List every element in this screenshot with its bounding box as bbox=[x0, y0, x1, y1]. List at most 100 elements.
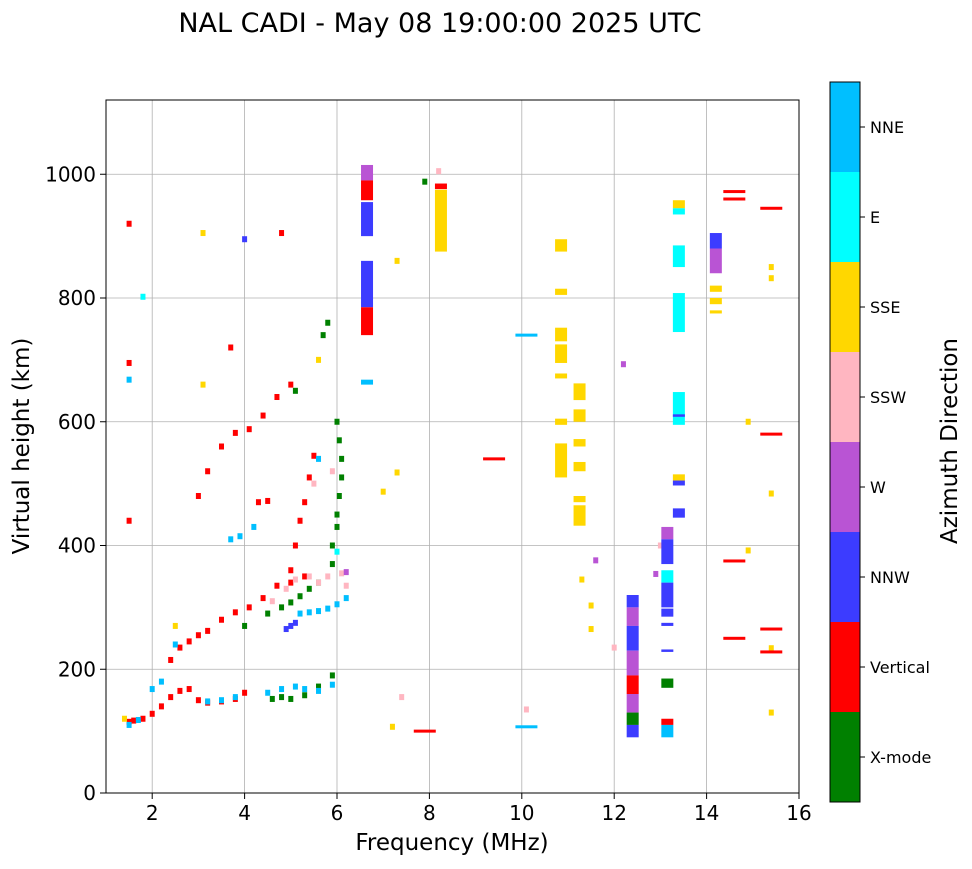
data-point-nne bbox=[126, 376, 132, 383]
data-point-x-mode bbox=[422, 178, 428, 185]
column-segment-w bbox=[626, 650, 639, 676]
data-point-vertical bbox=[255, 499, 261, 506]
column-segment-sse bbox=[555, 443, 568, 478]
dash-vertical bbox=[723, 559, 746, 563]
data-point-sse bbox=[768, 709, 774, 716]
data-point-nne bbox=[172, 641, 178, 648]
data-point-x-mode bbox=[329, 672, 335, 679]
data-point-x-mode bbox=[297, 593, 303, 600]
data-point-x-mode bbox=[242, 622, 248, 629]
x-tick-label: 4 bbox=[238, 801, 251, 825]
colorbar-frame bbox=[829, 81, 861, 803]
data-point-sse bbox=[768, 490, 774, 497]
dash-nne bbox=[515, 725, 538, 729]
data-point-w bbox=[620, 361, 626, 368]
data-point-vertical bbox=[288, 381, 294, 388]
data-point-vertical bbox=[246, 426, 252, 433]
x-axis-label: Frequency (MHz) bbox=[355, 830, 548, 856]
data-point-vertical bbox=[297, 517, 303, 524]
x-tick-label: 14 bbox=[694, 801, 719, 825]
grid-lines bbox=[106, 100, 800, 794]
data-point-sse bbox=[745, 547, 751, 554]
data-point-sse bbox=[380, 488, 386, 495]
colorbar-tick-label: SSW bbox=[870, 388, 906, 407]
column-segment-e bbox=[672, 245, 685, 268]
data-point-vertical bbox=[140, 715, 146, 722]
data-point-ssw bbox=[269, 598, 275, 605]
data-point-x-mode bbox=[288, 599, 294, 606]
data-point-sse bbox=[121, 715, 127, 722]
column-segment-vertical bbox=[361, 180, 374, 201]
data-point-x-mode bbox=[302, 692, 308, 699]
dash-vertical bbox=[723, 197, 746, 201]
data-point-ssw bbox=[316, 579, 322, 586]
colorbar-segment bbox=[830, 442, 860, 532]
data-point-sse bbox=[768, 275, 774, 282]
dash-nne bbox=[515, 333, 538, 337]
data-point-x-mode bbox=[269, 695, 275, 702]
column-segment-vertical bbox=[626, 675, 639, 694]
column-segment-nnw bbox=[661, 582, 674, 608]
x-tick-label: 16 bbox=[786, 801, 811, 825]
data-point-x-mode bbox=[265, 610, 271, 617]
data-point-w bbox=[343, 569, 349, 576]
data-point-vertical bbox=[288, 579, 294, 586]
colorbar-segment bbox=[830, 712, 860, 802]
dash-vertical bbox=[760, 650, 783, 654]
data-point-vertical bbox=[149, 710, 155, 717]
column-segment-sse bbox=[672, 200, 685, 209]
data-point-vertical bbox=[306, 474, 312, 481]
data-point-x-mode bbox=[334, 523, 340, 530]
data-point-sse bbox=[579, 576, 585, 583]
data-point-x-mode bbox=[288, 695, 294, 702]
data-point-vertical bbox=[177, 644, 183, 651]
chart-title: NAL CADI - May 08 19:00:00 2025 UTC bbox=[178, 8, 701, 39]
data-point-sse bbox=[768, 645, 774, 652]
data-point-vertical bbox=[242, 689, 248, 696]
data-point-x-mode bbox=[320, 332, 326, 339]
data-point-nne bbox=[297, 610, 303, 617]
data-point-x-mode bbox=[329, 561, 335, 568]
data-point-x-mode bbox=[279, 694, 285, 701]
colorbar: X-mode Vertical NNW W SSW SSE E NNE bbox=[829, 81, 931, 803]
data-point-vertical bbox=[232, 429, 238, 436]
data-point-vertical bbox=[274, 394, 280, 400]
data-point-x-mode bbox=[306, 585, 312, 592]
column-segment-sse bbox=[709, 285, 722, 292]
data-point-nne bbox=[135, 716, 141, 723]
data-point-vertical bbox=[186, 638, 192, 645]
data-point-x-mode bbox=[292, 387, 298, 394]
column-segment-nnw bbox=[626, 724, 639, 738]
data-point-ssw bbox=[611, 644, 617, 651]
y-tick-label: 400 bbox=[58, 534, 96, 558]
data-point-e bbox=[334, 548, 340, 555]
data-point-vertical bbox=[126, 517, 132, 524]
data-point-nne bbox=[343, 595, 349, 602]
data-point-vertical bbox=[302, 499, 308, 506]
data-point-sse bbox=[172, 622, 178, 629]
y-axis-label: Virtual height (km) bbox=[9, 338, 35, 555]
data-point-nne bbox=[316, 455, 322, 462]
data-point-ssw bbox=[292, 576, 298, 583]
data-point-sse bbox=[389, 723, 395, 730]
column-segment-sse bbox=[709, 298, 722, 305]
data-point-nne bbox=[306, 609, 312, 616]
colorbar-tick-label: E bbox=[870, 208, 880, 227]
data-point-vertical bbox=[219, 443, 224, 450]
column-segment-vertical bbox=[434, 183, 447, 190]
data-point-nne bbox=[302, 686, 308, 693]
column-segment-sse bbox=[555, 239, 568, 252]
data-point-nne bbox=[279, 686, 285, 693]
column-segment-sse bbox=[573, 505, 586, 526]
data-point-w bbox=[653, 570, 659, 577]
dash-vertical bbox=[760, 627, 783, 631]
data-point-vertical bbox=[131, 717, 137, 724]
column-segment-nne bbox=[361, 379, 374, 385]
data-point-vertical bbox=[168, 694, 174, 701]
data-point-x-mode bbox=[334, 511, 340, 518]
data-point-ssw bbox=[399, 694, 405, 701]
data-point-sse bbox=[394, 469, 400, 476]
dash-vertical bbox=[723, 636, 746, 640]
data-point-x-mode bbox=[329, 542, 335, 549]
